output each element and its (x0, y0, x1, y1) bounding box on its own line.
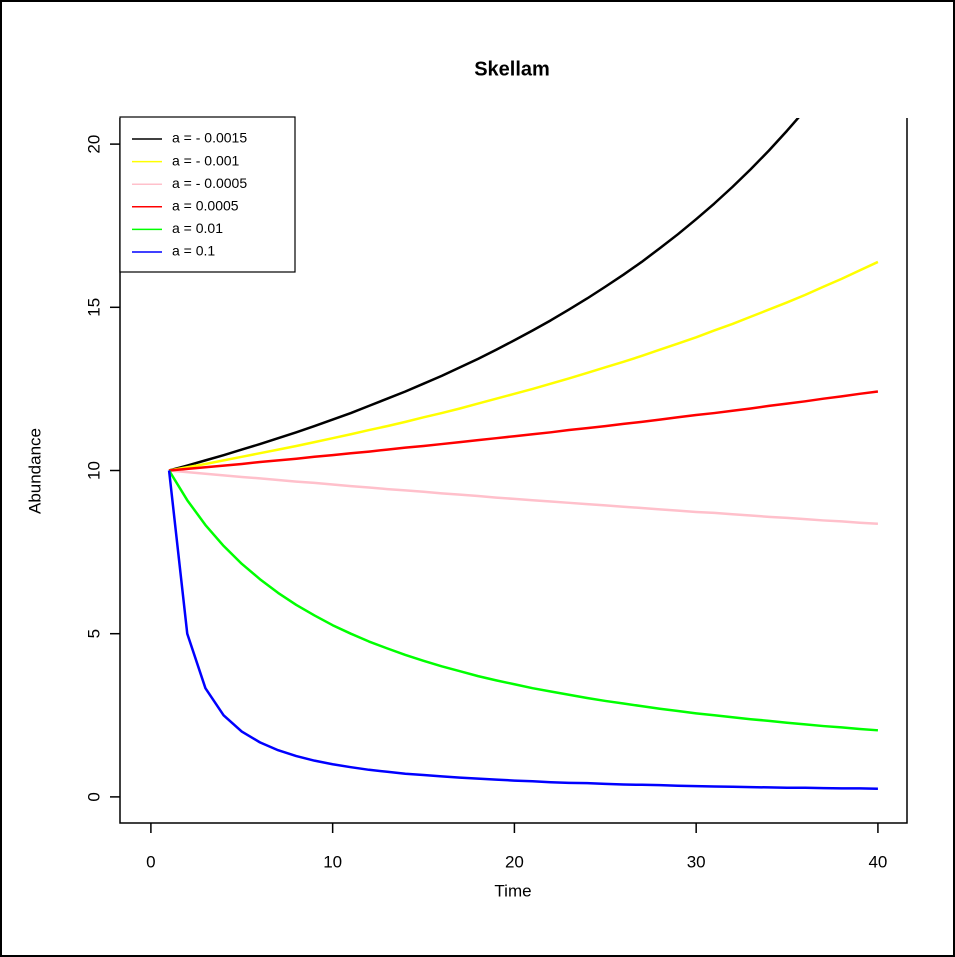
plot-area (167, 118, 879, 790)
legend-label: a = - 0.0015 (172, 130, 247, 146)
legend-box (119, 116, 296, 273)
x-tick-label: 20 (505, 852, 524, 871)
legend-label: a = 0.1 (172, 243, 215, 259)
x-tick-label: 40 (868, 852, 887, 871)
series-line (168, 118, 800, 472)
legend-label: a = - 0.0005 (172, 175, 247, 191)
y-tick-label: 5 (84, 629, 103, 638)
series-line (167, 470, 878, 790)
series-line (168, 469, 879, 732)
legend-label: a = - 0.001 (172, 152, 240, 168)
x-axis-label: Time (494, 881, 531, 900)
y-tick-label: 15 (84, 298, 103, 317)
y-axis-label: Abundance (25, 428, 44, 514)
series-line (168, 260, 879, 472)
x-tick-label: 10 (323, 852, 342, 871)
series-line (168, 390, 879, 472)
y-tick-label: 0 (84, 792, 103, 801)
y-tick-label: 20 (84, 135, 103, 154)
legend: a = - 0.0015 a = - 0.001 a = - 0.0005 a = 0… (119, 116, 296, 273)
chart-title: Skellam (474, 58, 550, 80)
legend-label: a = 0.0005 (172, 198, 239, 214)
legend-label: a = 0.01 (172, 220, 223, 236)
x-tick-label: 30 (687, 852, 706, 871)
series-line (168, 469, 878, 525)
y-tick-label: 10 (84, 461, 103, 480)
x-tick-label: 0 (146, 852, 155, 871)
